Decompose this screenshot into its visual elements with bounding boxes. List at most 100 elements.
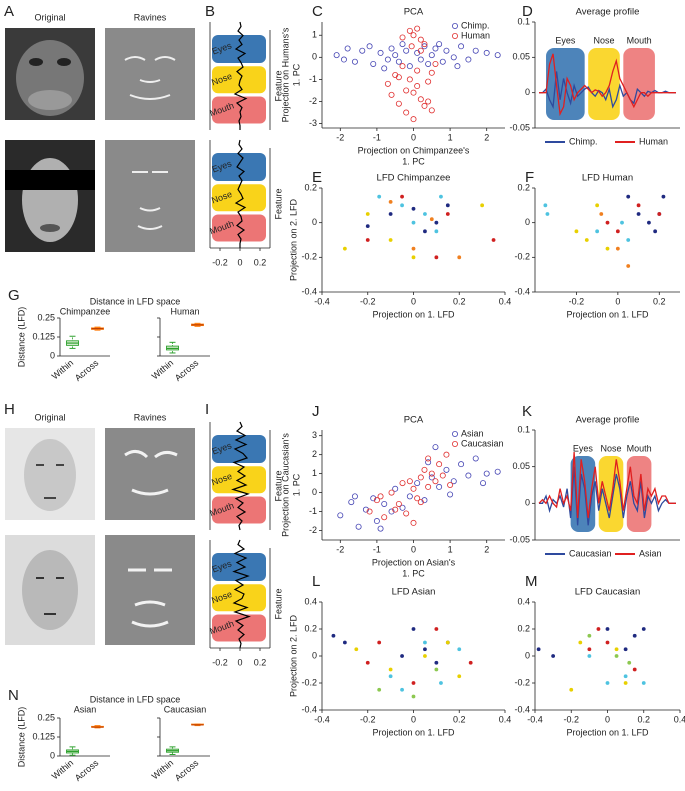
point [351,58,358,65]
legend-marker [451,440,458,447]
point [483,49,490,56]
point [331,633,336,638]
point [388,91,395,98]
point [636,203,641,208]
point [373,518,380,525]
y-tick-label: -0.05 [509,122,530,132]
point [605,627,610,631]
point [392,506,399,513]
point [411,255,416,260]
point [400,654,404,658]
feature-box [212,184,266,212]
point [425,78,432,85]
point [434,627,439,631]
panel-label: M [525,573,538,590]
point [480,480,487,487]
y-tick-label: 1 [312,30,317,40]
panel-label: J [312,403,320,420]
y-tick-label: 0.2 [517,623,530,633]
point [428,474,435,481]
point [417,36,424,43]
point [410,116,417,123]
panel-label: K [522,403,532,420]
point [388,489,395,496]
point [425,60,432,67]
y-tick-label: -0.2 [514,677,530,687]
point [578,640,583,645]
y-tick-label: 0.125 [32,331,55,341]
point [574,229,579,234]
point [377,194,382,199]
x-tick-label: -2 [336,544,344,554]
panel-title: Caucasian [164,704,207,714]
panel-label: N [8,687,19,704]
x-tick-label: -2 [336,132,344,142]
point [377,49,384,56]
point [494,52,501,59]
panel-title: Asian [74,704,97,714]
feature-box [212,614,266,642]
point [355,523,362,530]
point [472,47,479,54]
point [423,647,427,652]
legend-label: Chimp. [461,20,490,30]
feature-box [212,66,266,94]
point [421,41,428,48]
point [614,654,619,658]
y-tick-label: 0 [312,650,317,660]
point [399,504,406,511]
x-tick-label: 2 [484,544,489,554]
point [626,194,631,199]
point [626,238,631,242]
panel-label: B [205,3,215,20]
x-tick-label: Across [73,357,101,383]
y-axis-label: 1. PC [291,473,301,496]
feature-label: Eyes [573,443,594,453]
x-tick-label: Across [173,757,201,783]
point [428,69,435,76]
point [410,32,417,39]
y-axis-label: Projection on Humans's [280,27,290,122]
point [447,481,454,488]
y-tick-label: -3 [309,118,317,128]
x-axis-label: Projection on Chimpanzee's [358,145,470,155]
y-tick-label: 0.25 [37,312,55,322]
feature-box [212,214,266,242]
point [432,60,439,67]
y-tick-label: -0.2 [514,252,530,262]
point [596,627,601,631]
point [425,459,432,466]
point [370,495,377,502]
x-axis-label: 1. PC [402,156,425,166]
point [620,220,624,225]
point [587,633,592,638]
point [377,640,382,645]
point [428,52,435,59]
point [483,470,490,477]
x-tick-label: -0.4 [314,296,330,306]
chart-title: LFD Caucasian [575,587,640,598]
y-tick-label: -0.05 [509,534,530,544]
point [354,647,359,652]
panel-title: Chimpanzee [60,306,111,316]
point [414,67,421,74]
point [403,109,410,116]
x-tick-label: 0.4 [499,296,512,306]
point [599,212,604,216]
point [443,451,450,458]
point [381,514,388,521]
x-tick-label: 2 [484,132,489,142]
y-axis-label: Projection on 2. LFD [288,614,298,697]
legend-label: Caucasian [461,438,504,448]
point [432,444,439,451]
point [432,478,439,485]
point [384,56,391,63]
point [434,667,439,672]
panel-label: F [525,169,534,186]
point [614,647,619,652]
point [458,461,465,468]
legend-marker [451,33,458,40]
y-tick-label: -0.4 [514,704,530,714]
x-tick-label: 0 [237,657,242,667]
